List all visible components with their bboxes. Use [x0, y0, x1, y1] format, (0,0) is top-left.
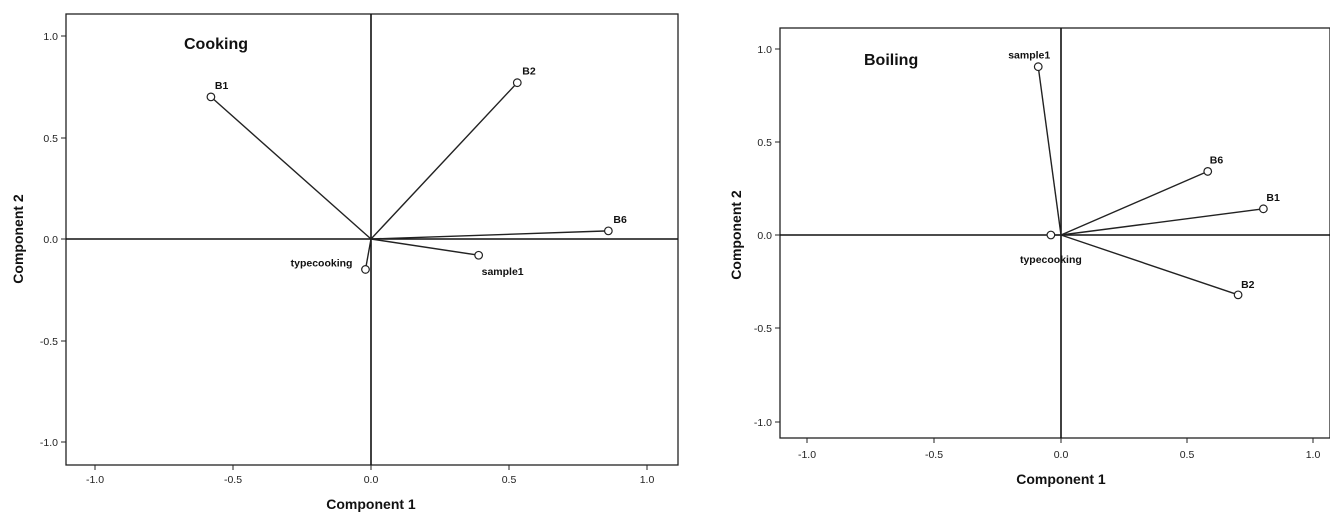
boiling-y-tick-label: 0.5	[757, 137, 772, 149]
boiling-vector-line-sample1	[1037, 66, 1062, 236]
cooking-chart-title: Cooking	[184, 36, 248, 53]
cooking-y-tick-label: -0.5	[40, 336, 58, 348]
cooking-point-b2	[512, 78, 522, 88]
cooking-point-typecooking	[361, 265, 370, 274]
boiling-x-tick-label: 1.0	[1306, 449, 1321, 461]
cooking-vector-line-b6	[370, 230, 609, 240]
cooking-y-tick-label: 0.0	[43, 234, 58, 246]
boiling-vector-lines	[1037, 66, 1264, 296]
boiling-chart: 1.0 0.5 0.0 -0.5 -1.0 -1.0 -0.5 0.0 0.5 …	[728, 27, 1330, 487]
cooking-x-tick-label: -1.0	[86, 474, 104, 486]
boiling-y-tick-label: -0.5	[754, 323, 772, 335]
boiling-point-label-b1: B1	[1266, 192, 1280, 204]
cooking-point-labels: B1 B2 B6 sample1 typecooking	[215, 66, 627, 279]
boiling-y-tick-label: 0.0	[757, 230, 772, 242]
cooking-y-tick-label: 0.5	[43, 133, 58, 145]
cooking-y-ticks: 1.0 0.5 0.0 -0.5 -1.0	[40, 31, 66, 449]
cooking-vector-line-b2	[370, 82, 518, 240]
boiling-point-label-sample1: sample1	[1008, 50, 1050, 62]
cooking-x-tick-label: 0.0	[364, 474, 379, 486]
boiling-plot-frame	[779, 27, 1330, 439]
boiling-point-labels: sample1 B6 B1 B2 typecooking	[1008, 50, 1280, 291]
cooking-point-sample1	[474, 250, 484, 260]
cooking-chart: 1.0 0.5 0.0 -0.5 -1.0 -1.0 -0.5 0.0 0.5 …	[10, 13, 679, 512]
cooking-point-label-sample1: sample1	[482, 266, 524, 278]
cooking-x-tick-label: 1.0	[640, 474, 655, 486]
boiling-x-tick-label: -0.5	[925, 449, 943, 461]
cooking-point-label-b1: B1	[215, 80, 229, 92]
cooking-x-axis-title: Component 1	[326, 496, 416, 512]
boiling-point-label-b6: B6	[1210, 154, 1224, 166]
boiling-point-b1	[1258, 204, 1268, 214]
cooking-point-label-typecooking: typecooking	[291, 257, 353, 269]
boiling-y-tick-label: 1.0	[757, 44, 772, 56]
boiling-point-sample1	[1033, 62, 1043, 72]
cooking-point-label-b6: B6	[613, 214, 627, 226]
boiling-x-tick-label: 0.0	[1054, 449, 1069, 461]
boiling-vector-line-b2	[1060, 234, 1239, 296]
cooking-vector-lines	[210, 82, 609, 270]
boiling-point-label-b2: B2	[1241, 279, 1255, 291]
boiling-vector-line-b1	[1060, 208, 1264, 236]
cooking-y-tick-label: -1.0	[40, 437, 58, 449]
cooking-x-tick-label: -0.5	[224, 474, 242, 486]
boiling-y-ticks: 1.0 0.5 0.0 -0.5 -1.0	[754, 44, 780, 429]
boiling-point-typecooking	[1046, 230, 1056, 240]
boiling-point-b2	[1233, 290, 1243, 300]
boiling-y-axis-title: Component 2	[728, 190, 744, 280]
cooking-x-tick-label: 0.5	[502, 474, 517, 486]
boiling-point-label-typecooking: typecooking	[1020, 254, 1082, 266]
boiling-y-tick-label: -1.0	[754, 417, 772, 429]
boiling-point-b6	[1203, 167, 1213, 176]
cooking-y-axis-title: Component 2	[10, 194, 26, 284]
cooking-point-b1	[206, 92, 216, 102]
cooking-y-tick-label: 1.0	[43, 31, 58, 43]
cooking-vector-line-typecooking	[364, 238, 372, 270]
cooking-point-b6	[603, 226, 613, 236]
boiling-x-ticks: -1.0 -0.5 0.0 0.5 1.0	[798, 438, 1320, 461]
boiling-points	[1033, 62, 1268, 300]
cooking-vector-line-sample1	[370, 238, 479, 256]
cooking-vector-line-b1	[210, 96, 372, 240]
boiling-chart-title: Boiling	[864, 52, 918, 69]
cooking-point-label-b2: B2	[522, 66, 536, 78]
boiling-x-tick-label: -1.0	[798, 449, 816, 461]
boiling-vector-line-b6	[1060, 170, 1209, 236]
boiling-x-tick-label: 0.5	[1180, 449, 1195, 461]
cooking-x-ticks: -1.0 -0.5 0.0 0.5 1.0	[86, 465, 654, 486]
cooking-points	[206, 78, 613, 274]
boiling-x-axis-title: Component 1	[1016, 471, 1106, 487]
